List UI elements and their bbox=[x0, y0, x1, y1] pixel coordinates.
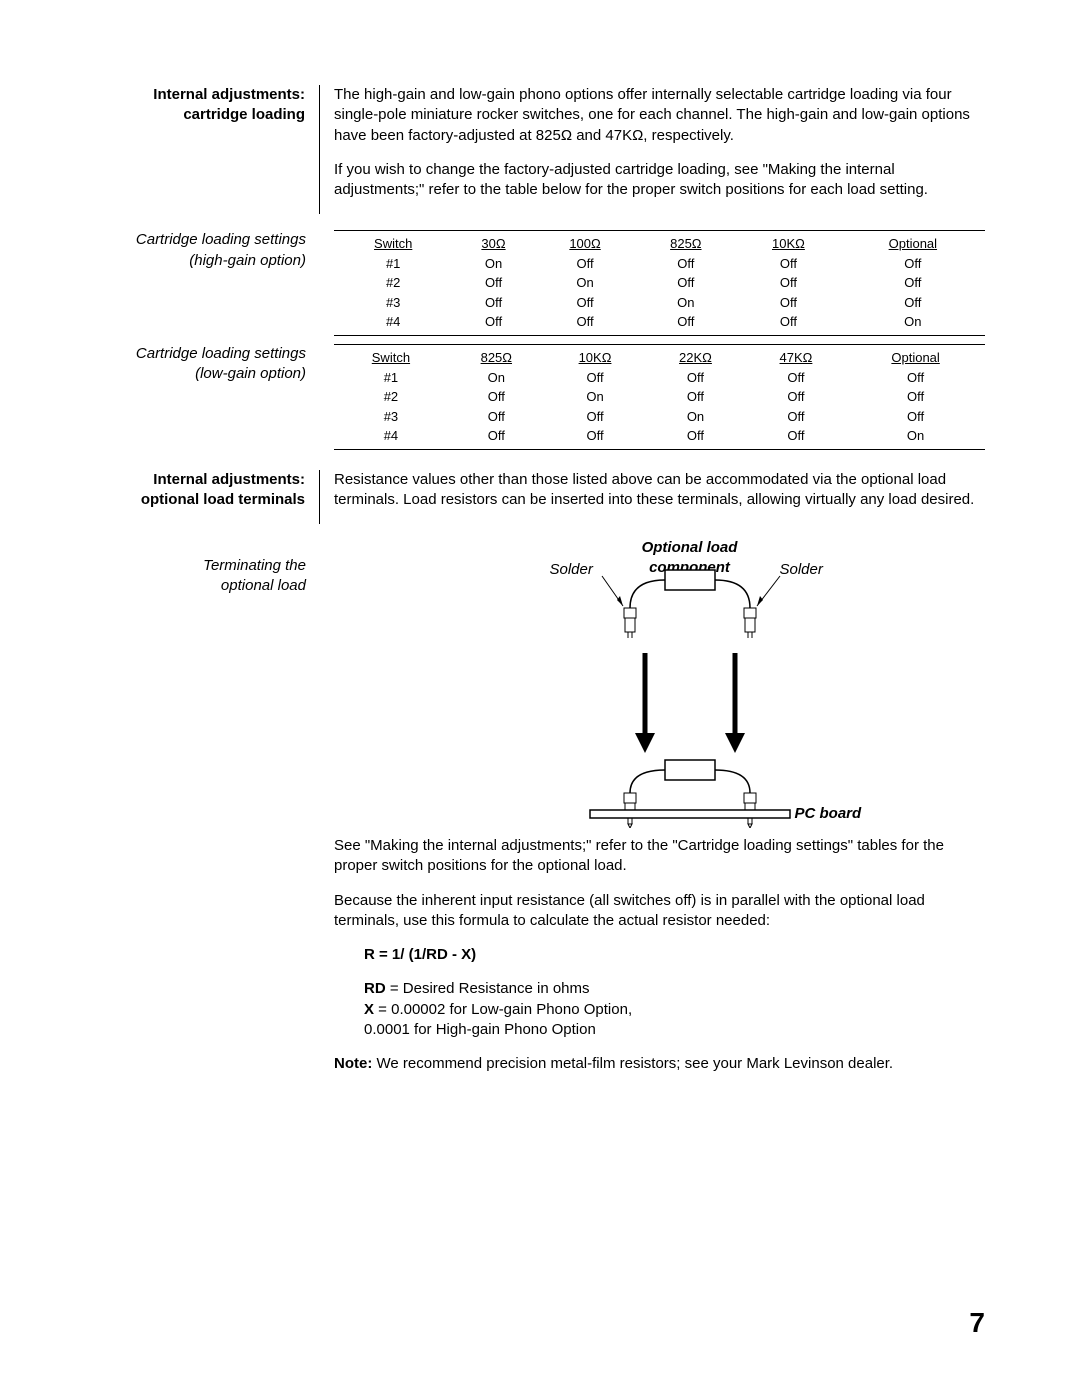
table-header: 47KΩ bbox=[746, 344, 846, 367]
table-header: 22KΩ bbox=[645, 344, 745, 367]
table-header: Optional bbox=[846, 344, 985, 367]
label-line1: Terminating the bbox=[203, 557, 306, 574]
table-label: Cartridge loading settings (high-gain op… bbox=[95, 228, 320, 336]
table-header: 825Ω bbox=[448, 344, 545, 367]
label-line2: cartridge loading bbox=[183, 106, 305, 123]
table-header: 10KΩ bbox=[545, 344, 645, 367]
table-header: Switch bbox=[334, 344, 448, 367]
paragraph: If you wish to change the factory-adjust… bbox=[334, 160, 985, 201]
label-line2: optional load bbox=[221, 577, 306, 594]
table-header-row: Switch 825Ω 10KΩ 22KΩ 47KΩ Optional bbox=[334, 344, 985, 367]
table-header: Switch bbox=[334, 231, 452, 254]
formula: R = 1/ (1/RD - X) bbox=[364, 945, 985, 965]
table-row: #2OffOnOffOffOff bbox=[334, 387, 985, 407]
label-line1: Internal adjustments: bbox=[153, 86, 305, 103]
paragraph: Because the inherent input resistance (a… bbox=[334, 891, 985, 932]
section-cartridge-loading: Internal adjustments: cartridge loading … bbox=[95, 85, 985, 214]
section-label: Internal adjustments: optional load term… bbox=[95, 470, 320, 525]
paragraph: See "Making the internal adjustments;" r… bbox=[334, 836, 985, 877]
table-row: #4OffOffOffOffOn bbox=[334, 312, 985, 335]
paragraph: The high-gain and low-gain phono options… bbox=[334, 85, 985, 146]
label-line2: (low-gain option) bbox=[195, 365, 306, 382]
diagram-svg bbox=[450, 538, 870, 828]
table-low-gain: Switch 825Ω 10KΩ 22KΩ 47KΩ Optional #1On… bbox=[334, 344, 985, 450]
table-row: #3OffOffOnOffOff bbox=[334, 407, 985, 427]
section-formula: See "Making the internal adjustments;" r… bbox=[95, 836, 985, 1074]
label-line1: Cartridge loading settings bbox=[136, 345, 306, 362]
table-row: #3OffOffOnOffOff bbox=[334, 293, 985, 313]
section-content: See "Making the internal adjustments;" r… bbox=[320, 836, 985, 1074]
label-line1: Cartridge loading settings bbox=[136, 231, 306, 248]
section-label: Internal adjustments: cartridge loading bbox=[95, 85, 320, 214]
label-line2: optional load terminals bbox=[141, 491, 305, 508]
formula-def: X = 0.00002 for Low-gain Phono Option, bbox=[364, 1000, 985, 1020]
section-optional-load: Internal adjustments: optional load term… bbox=[95, 470, 985, 525]
formula-def: RD = Desired Resistance in ohms bbox=[364, 979, 985, 999]
pc-board-label: PC board bbox=[795, 804, 862, 824]
table-header: Optional bbox=[841, 231, 985, 254]
diagram-section: Terminating the optional load Optional l… bbox=[95, 538, 985, 828]
table-container: Switch 825Ω 10KΩ 22KΩ 47KΩ Optional #1On… bbox=[320, 342, 985, 450]
table-header: 30Ω bbox=[452, 231, 534, 254]
label-line2: (high-gain option) bbox=[189, 252, 306, 269]
diagram-label: Terminating the optional load bbox=[95, 538, 320, 828]
formula-def: 0.0001 for High-gain Phono Option bbox=[364, 1020, 985, 1040]
table-header: 100Ω bbox=[535, 231, 636, 254]
table-high-gain: Switch 30Ω 100Ω 825Ω 10KΩ Optional #1OnO… bbox=[334, 230, 985, 336]
label-line1: Internal adjustments: bbox=[153, 471, 305, 488]
table-header: 825Ω bbox=[635, 231, 736, 254]
table-row: #4OffOffOffOffOn bbox=[334, 426, 985, 449]
table-label: Cartridge loading settings (low-gain opt… bbox=[95, 342, 320, 450]
table-container: Switch 30Ω 100Ω 825Ω 10KΩ Optional #1OnO… bbox=[320, 228, 985, 336]
formula-block: R = 1/ (1/RD - X) RD = Desired Resistanc… bbox=[334, 945, 985, 1040]
page-number: 7 bbox=[969, 1304, 985, 1342]
diagram-box: Optional load component Solder Solder bbox=[450, 538, 870, 828]
diagram-container: Optional load component Solder Solder bbox=[320, 538, 985, 828]
table-low-gain-section: Cartridge loading settings (low-gain opt… bbox=[95, 342, 985, 450]
note: Note: We recommend precision metal-film … bbox=[334, 1054, 985, 1074]
table-row: #1OnOffOffOffOff bbox=[334, 254, 985, 274]
section-content: The high-gain and low-gain phono options… bbox=[320, 85, 985, 214]
section-content: Resistance values other than those liste… bbox=[320, 470, 985, 525]
table-row: #1OnOffOffOffOff bbox=[334, 368, 985, 388]
empty-label bbox=[95, 836, 320, 1074]
paragraph: Resistance values other than those liste… bbox=[334, 470, 985, 511]
table-row: #2OffOnOffOffOff bbox=[334, 273, 985, 293]
table-header: 10KΩ bbox=[736, 231, 840, 254]
table-high-gain-section: Cartridge loading settings (high-gain op… bbox=[95, 228, 985, 336]
table-header-row: Switch 30Ω 100Ω 825Ω 10KΩ Optional bbox=[334, 231, 985, 254]
